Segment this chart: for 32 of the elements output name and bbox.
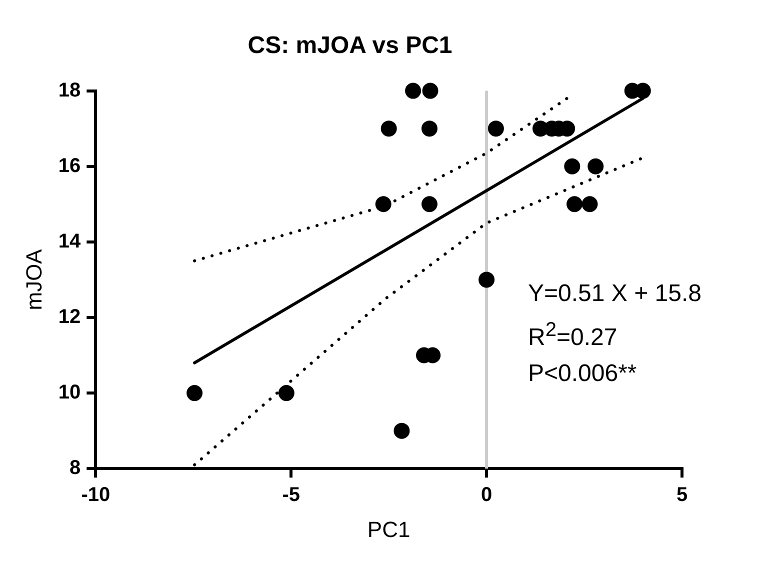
- point: [394, 422, 410, 439]
- point: [421, 196, 438, 212]
- point: [278, 385, 294, 402]
- point: [186, 385, 203, 402]
- point: [421, 120, 438, 137]
- x-tick-label: 5: [676, 484, 688, 506]
- chart-title: CS: mJOA vs PC1: [248, 32, 452, 60]
- point: [380, 120, 397, 137]
- x-axis-title: PC1: [367, 516, 410, 542]
- y-tick-label: 10: [58, 382, 81, 404]
- y-tick-label: 16: [58, 154, 81, 177]
- annotation: R$^{2}$=0.27: [528, 318, 618, 353]
- y-axis-title: mJOA: [21, 248, 46, 310]
- annotation: P<0.006**: [528, 359, 638, 389]
- point: [588, 158, 604, 174]
- x-tick-label: 0: [480, 484, 492, 506]
- y-tick-label: 12: [58, 306, 81, 328]
- point: [422, 82, 438, 99]
- point: [566, 196, 582, 212]
- point: [478, 272, 495, 288]
- annotation: Y=0.51 X + 15.8: [528, 279, 702, 309]
- point: [375, 196, 392, 212]
- y-tick-label: 18: [58, 79, 81, 102]
- y-tick-label: 8: [70, 457, 81, 480]
- x-tick-label: -10: [81, 484, 110, 506]
- point: [405, 82, 422, 99]
- point: [488, 120, 504, 137]
- y-tick-label: 14: [58, 230, 82, 252]
- x-tick-label: -5: [282, 484, 300, 506]
- point: [582, 196, 598, 212]
- point: [564, 158, 580, 174]
- line-series: [193, 96, 569, 262]
